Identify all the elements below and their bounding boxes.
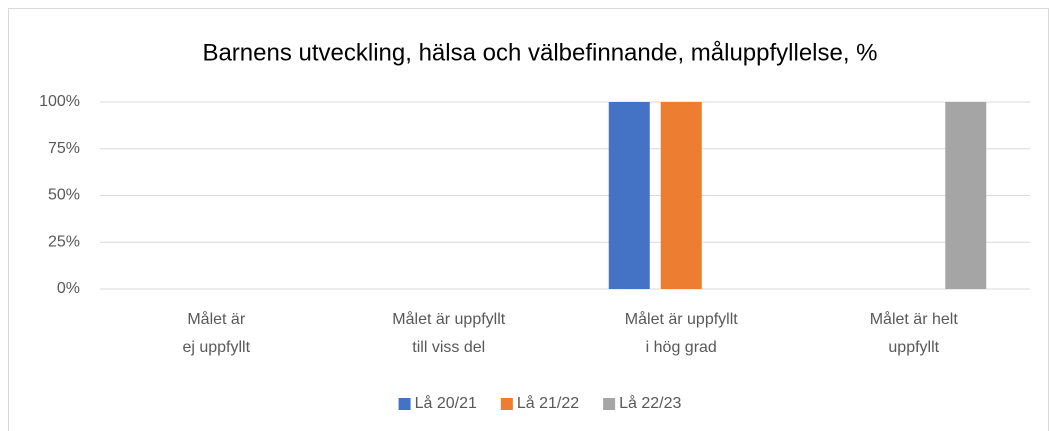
x-tick-label: Målet är uppfyllt till viss del bbox=[392, 311, 506, 356]
bar bbox=[608, 102, 650, 289]
y-tick-label: 0% bbox=[57, 280, 80, 297]
x-tick-label: Målet är helt uppfyllt bbox=[869, 311, 958, 356]
chart-border bbox=[8, 8, 1049, 431]
y-tick-label: 50% bbox=[48, 187, 80, 204]
legend-swatch bbox=[398, 398, 411, 410]
bar bbox=[945, 102, 987, 289]
y-tick-label: 100% bbox=[39, 93, 80, 110]
legend-label: Lå 20/21 bbox=[415, 394, 477, 412]
x-tick-label: Målet är ej uppfyllt bbox=[182, 311, 251, 356]
legend-swatch bbox=[500, 398, 513, 410]
chart-title: Barnens utveckling, hälsa och välbefinna… bbox=[202, 39, 877, 66]
bar bbox=[660, 102, 702, 289]
x-tick-label: Målet är uppfyllt i hög grad bbox=[624, 311, 738, 356]
legend-label: Lå 21/22 bbox=[517, 394, 579, 412]
legend-label: Lå 22/23 bbox=[619, 394, 681, 412]
y-tick-label: 75% bbox=[48, 140, 80, 157]
legend-swatch bbox=[603, 398, 616, 410]
y-tick-label: 25% bbox=[48, 233, 80, 250]
